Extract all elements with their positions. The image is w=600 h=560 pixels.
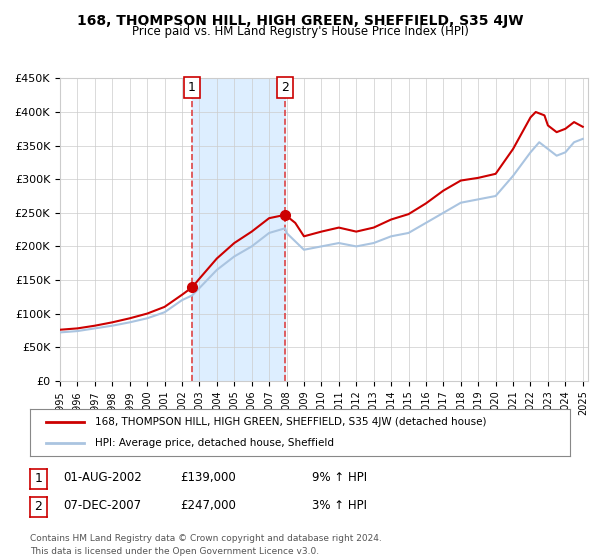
Text: 9% ↑ HPI: 9% ↑ HPI bbox=[312, 470, 367, 484]
Text: £247,000: £247,000 bbox=[180, 498, 236, 512]
Text: 01-AUG-2002: 01-AUG-2002 bbox=[63, 470, 142, 484]
Text: 1: 1 bbox=[34, 472, 43, 486]
Text: 3% ↑ HPI: 3% ↑ HPI bbox=[312, 498, 367, 512]
Text: Price paid vs. HM Land Registry's House Price Index (HPI): Price paid vs. HM Land Registry's House … bbox=[131, 25, 469, 38]
Text: 2: 2 bbox=[281, 81, 289, 94]
Text: 2: 2 bbox=[34, 500, 43, 514]
Text: 168, THOMPSON HILL, HIGH GREEN, SHEFFIELD, S35 4JW (detached house): 168, THOMPSON HILL, HIGH GREEN, SHEFFIEL… bbox=[95, 417, 487, 427]
Text: 1: 1 bbox=[188, 81, 196, 94]
Text: This data is licensed under the Open Government Licence v3.0.: This data is licensed under the Open Gov… bbox=[30, 547, 319, 556]
Bar bbox=[192, 78, 285, 381]
Text: 168, THOMPSON HILL, HIGH GREEN, SHEFFIELD, S35 4JW: 168, THOMPSON HILL, HIGH GREEN, SHEFFIEL… bbox=[77, 14, 523, 28]
Text: Contains HM Land Registry data © Crown copyright and database right 2024.: Contains HM Land Registry data © Crown c… bbox=[30, 534, 382, 543]
Text: 07-DEC-2007: 07-DEC-2007 bbox=[63, 498, 141, 512]
Text: £139,000: £139,000 bbox=[180, 470, 236, 484]
Text: HPI: Average price, detached house, Sheffield: HPI: Average price, detached house, Shef… bbox=[95, 438, 334, 448]
